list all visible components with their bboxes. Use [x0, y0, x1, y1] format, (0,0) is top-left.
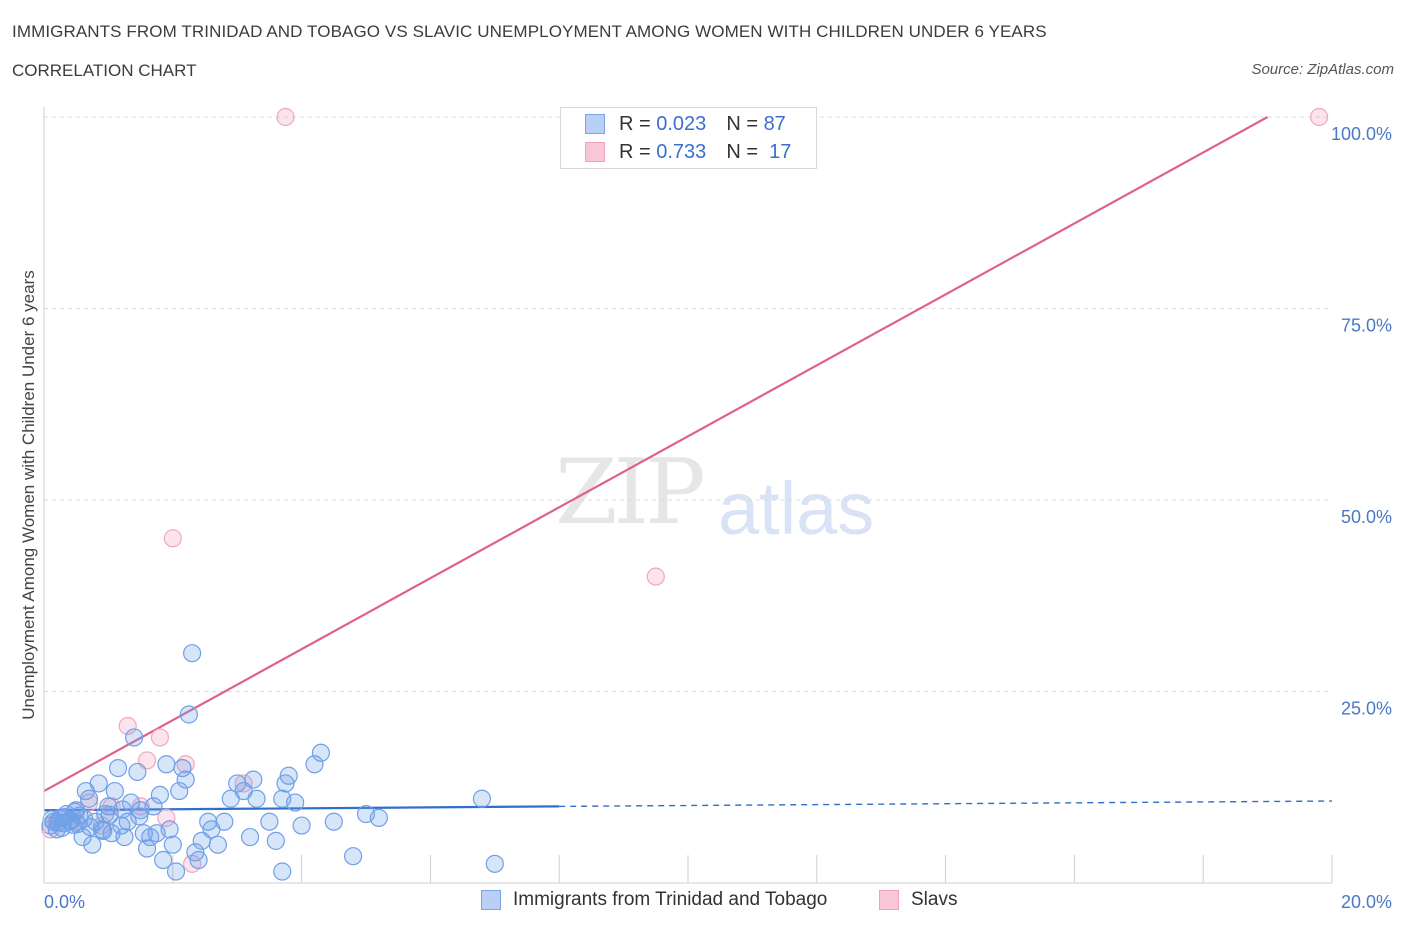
point-trinidad — [141, 827, 160, 847]
point-trinidad — [324, 812, 343, 831]
legend-row-slavs: R = 0.733 N = 17 — [585, 140, 791, 164]
trend-line-trinidad-extension — [559, 800, 1333, 808]
watermark-atlas: atlas — [718, 467, 875, 550]
point-trinidad — [472, 789, 492, 808]
point-slavs — [163, 529, 182, 548]
legend-n-label: N = — [726, 112, 758, 135]
legend-item-trinidad[interactable]: Immigrants from Trinidad and Tobago — [481, 889, 827, 911]
point-trinidad — [369, 808, 388, 827]
point-trinidad — [52, 818, 72, 837]
point-trinidad — [247, 789, 266, 808]
legend-row-trinidad: R = 0.023 N = 87 — [585, 112, 786, 136]
point-trinidad — [189, 850, 208, 870]
legend-n-value: 87 — [763, 112, 786, 135]
point-trinidad — [94, 821, 113, 841]
legend-swatch-slavs — [585, 142, 605, 162]
chart-title: IMMIGRANTS FROM TRINIDAD AND TOBAGO VS S… — [12, 22, 1047, 41]
y-tick-label: 25.0% — [1341, 699, 1392, 719]
point-trinidad — [65, 802, 85, 821]
y-axis-label: Unemployment Among Women with Children U… — [19, 270, 38, 719]
y-tick-label: 75.0% — [1341, 316, 1392, 336]
point-trinidad — [199, 812, 218, 831]
point-trinidad — [176, 770, 195, 789]
point-slavs — [1310, 107, 1329, 127]
trend-lines — [43, 116, 1333, 812]
point-trinidad — [170, 781, 189, 801]
point-slavs — [157, 808, 176, 827]
x-ticks — [43, 855, 1333, 883]
legend-label-trinidad: Immigrants from Trinidad and Tobago — [513, 889, 828, 910]
point-trinidad — [157, 755, 176, 774]
legend-swatch-trinidad — [585, 114, 605, 134]
legend-r-label: R = — [619, 112, 651, 135]
x-tick-label: 20.0% — [1341, 892, 1392, 912]
point-trinidad — [166, 862, 186, 881]
axes — [43, 107, 1332, 884]
point-trinidad — [144, 797, 163, 816]
point-trinidad — [137, 839, 157, 858]
point-trinidad — [160, 820, 179, 839]
point-slavs — [234, 774, 253, 793]
legend-r-value: 0.023 — [656, 112, 707, 135]
point-trinidad — [83, 835, 102, 854]
point-trinidad — [344, 847, 363, 866]
point-trinidad — [154, 850, 173, 870]
trend-line-slavs — [43, 116, 1269, 793]
point-trinidad — [150, 785, 170, 805]
legend-n-label: N = — [726, 140, 758, 163]
y-tick-label: 50.0% — [1341, 507, 1392, 527]
point-trinidad — [163, 835, 182, 854]
point-trinidad — [183, 644, 202, 663]
point-slavs — [646, 567, 665, 586]
legend-item-slavs[interactable]: Slavs — [879, 889, 957, 911]
point-trinidad — [273, 862, 292, 881]
point-trinidad — [115, 827, 134, 847]
legend-r-value: 0.733 — [656, 140, 707, 163]
point-trinidad — [292, 816, 311, 835]
point-trinidad — [179, 705, 198, 724]
data-points — [41, 107, 1329, 881]
point-trinidad — [173, 758, 192, 778]
point-trinidad — [128, 762, 147, 782]
point-trinidad — [105, 781, 124, 801]
point-trinidad — [286, 793, 305, 812]
point-trinidad — [215, 812, 234, 831]
x-tick-label: 0.0% — [44, 892, 85, 912]
point-trinidad — [279, 766, 298, 785]
point-trinidad — [79, 789, 99, 808]
point-trinidad — [485, 854, 504, 873]
series-legend: Immigrants from Trinidad and Tobago Slav… — [0, 889, 1406, 915]
point-trinidad — [125, 728, 144, 747]
point-trinidad — [240, 827, 260, 847]
point-slavs — [150, 728, 170, 747]
tick-labels: 25.0% 50.0% 75.0% 100.0% 0.0% 20.0% — [44, 124, 1392, 912]
legend-n-value: 17 — [769, 140, 792, 163]
chart-subtitle: CORRELATION CHART — [12, 61, 197, 80]
point-slavs — [276, 107, 295, 127]
point-trinidad — [311, 743, 331, 762]
point-trinidad — [89, 774, 108, 793]
point-trinidad — [260, 812, 279, 831]
legend-r-label: R = — [619, 140, 651, 163]
point-trinidad — [108, 758, 128, 778]
point-trinidad — [130, 807, 149, 826]
point-trinidad — [305, 755, 324, 774]
source-label: Source: ZipAtlas.com — [1251, 61, 1394, 78]
point-trinidad — [266, 831, 285, 850]
watermark-zip: ZIP — [555, 440, 706, 545]
point-trinidad — [244, 770, 263, 789]
grid-lines — [44, 116, 1332, 692]
point-slavs — [118, 716, 137, 736]
legend-label-slavs: Slavs — [911, 889, 958, 910]
point-trinidad — [208, 835, 227, 854]
y-tick-label: 100.0% — [1331, 124, 1392, 144]
legend-swatch-slavs — [879, 890, 899, 910]
legend-swatch-trinidad — [481, 890, 501, 910]
correlation-legend: R = 0.023 N = 87 R = 0.733 N = 17 — [560, 107, 817, 169]
point-trinidad — [113, 800, 132, 819]
